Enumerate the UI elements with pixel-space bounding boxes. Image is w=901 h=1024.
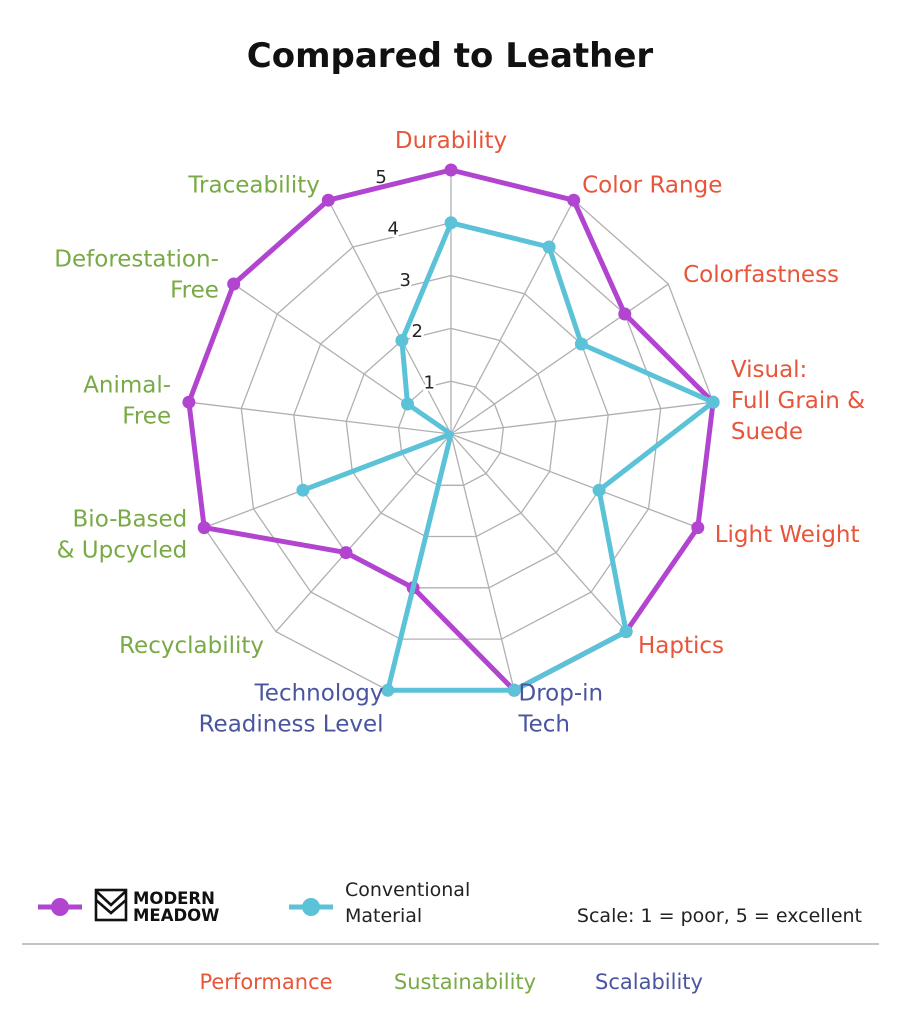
point-conventional-material-durability bbox=[444, 216, 458, 230]
point-modern-meadow-bio-based-upcycled bbox=[197, 521, 211, 535]
grid-ring-2 bbox=[345, 327, 557, 538]
axis-label-visual-full-grain-suede: Visual: Full Grain & Suede bbox=[731, 357, 865, 445]
axis-label-durability: Durability bbox=[395, 128, 507, 154]
point-modern-meadow-durability bbox=[444, 163, 458, 177]
point-conventional-material-drop-in-tech bbox=[507, 683, 521, 697]
legend-item-conventional: Conventional Material bbox=[289, 879, 470, 927]
legend-conventional-line2: Material bbox=[345, 905, 422, 927]
legend-item-modern-meadow: MODERN MEADOW bbox=[38, 888, 219, 925]
axis-label-technology-readiness-level: Technology Readiness Level bbox=[199, 680, 384, 737]
point-conventional-material-deforestation-free bbox=[401, 397, 414, 411]
axis-label-recyclability: Recyclability bbox=[119, 633, 264, 659]
legend-modern-meadow-marker bbox=[51, 898, 69, 916]
modern-meadow-logo-icon bbox=[94, 888, 128, 922]
tick-label-3: 3 bbox=[399, 270, 410, 291]
grid-spoke-11 bbox=[188, 401, 452, 435]
grid-ring-3 bbox=[293, 274, 609, 589]
grid-spoke-4 bbox=[450, 401, 714, 435]
axis-label-color-range: Color Range bbox=[582, 172, 722, 198]
legend-brand-line2: MEADOW bbox=[133, 906, 219, 925]
radar-grid bbox=[188, 169, 714, 691]
axis-label-traceability: Traceability bbox=[187, 172, 320, 198]
grid-spoke-9 bbox=[275, 433, 452, 633]
legend-brand-line1: MODERN bbox=[133, 889, 215, 908]
grid-ring-4 bbox=[240, 222, 662, 640]
point-conventional-material-bio-based-upcycled bbox=[296, 483, 310, 497]
axis-label-drop-in-tech: Drop-in Tech bbox=[518, 680, 604, 737]
point-conventional-material-colorfastness bbox=[574, 337, 588, 351]
axis-label-deforestation-free: Deforestation-Free bbox=[54, 246, 219, 303]
series-conventional-material bbox=[296, 216, 720, 697]
point-conventional-material-visual-full-grain-suede bbox=[706, 395, 720, 409]
series-layer bbox=[182, 163, 720, 697]
grid-spoke-2 bbox=[450, 199, 575, 435]
tick-label-2: 2 bbox=[411, 321, 422, 342]
axis-label-light-weight: Light Weight bbox=[715, 522, 860, 548]
point-conventional-material-technology-readiness-level bbox=[381, 683, 395, 697]
point-modern-meadow-deforestation-free bbox=[227, 277, 241, 291]
point-conventional-material-haptics bbox=[619, 625, 633, 639]
point-modern-meadow-color-range bbox=[567, 193, 581, 207]
category-performance: Performance bbox=[199, 970, 332, 994]
series-line-modern-meadow bbox=[186, 167, 716, 693]
axis-label-haptics: Haptics bbox=[638, 633, 724, 659]
point-conventional-material-light-weight bbox=[592, 483, 606, 497]
legend-conventional-line1: Conventional bbox=[345, 879, 470, 901]
grid-spoke-13 bbox=[327, 199, 452, 435]
tick-label-1: 1 bbox=[424, 373, 435, 394]
category-sustainability: Sustainability bbox=[394, 970, 536, 994]
scale-note: Scale: 1 = poor, 5 = excellent bbox=[577, 905, 862, 927]
point-modern-meadow-animal-free bbox=[182, 395, 196, 409]
axis-labels: Durability Color Range Colorfastness Visual… bbox=[54, 128, 865, 737]
grid-spoke-3 bbox=[450, 283, 669, 435]
legend: MODERN MEADOW Conventional Material Scal… bbox=[38, 879, 862, 927]
grid-spoke-5 bbox=[450, 433, 699, 529]
category-scalability: Scalability bbox=[595, 970, 703, 994]
axis-label-animal-free: Animal-Free bbox=[83, 373, 171, 430]
point-modern-meadow-light-weight bbox=[691, 521, 705, 535]
axis-label-bio-based-upcycled: Bio-Based & Upcycled bbox=[57, 507, 188, 564]
grid-spoke-7 bbox=[450, 433, 515, 691]
tick-label-4: 4 bbox=[387, 218, 398, 239]
point-modern-meadow-recyclability bbox=[339, 546, 353, 560]
point-modern-meadow-colorfastness bbox=[618, 307, 632, 321]
category-legend: Performance Sustainability Scalability bbox=[199, 970, 703, 994]
point-conventional-material-traceability bbox=[395, 334, 409, 347]
grid-spoke-6 bbox=[450, 433, 627, 633]
series-line-conventional-material bbox=[300, 220, 716, 693]
axis-label-colorfastness: Colorfastness bbox=[683, 262, 839, 288]
point-conventional-material-color-range bbox=[542, 240, 556, 254]
legend-conventional-marker bbox=[302, 898, 320, 916]
chart-title: Compared to Leather bbox=[247, 36, 654, 76]
point-modern-meadow-traceability bbox=[321, 193, 335, 207]
